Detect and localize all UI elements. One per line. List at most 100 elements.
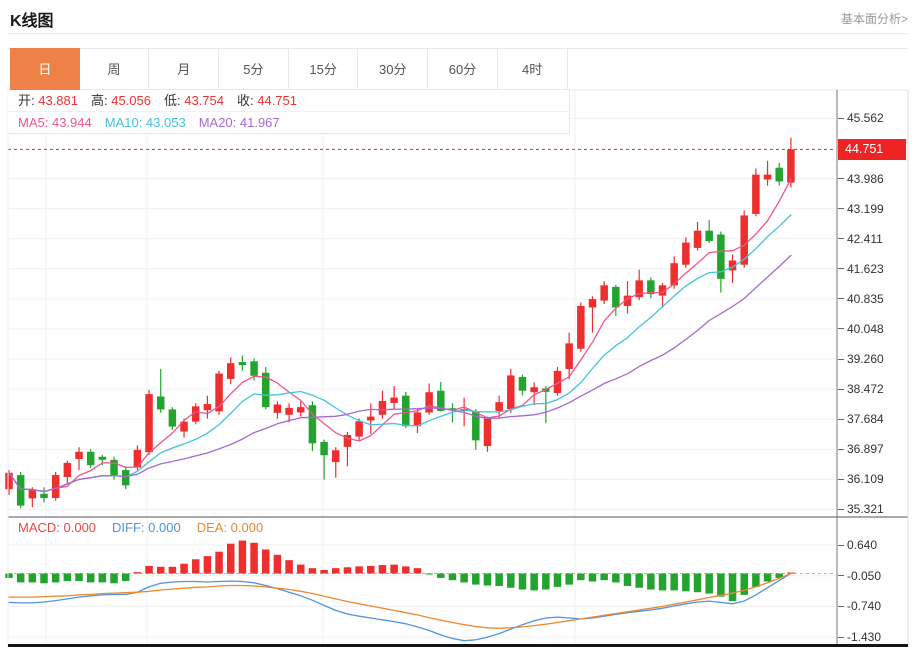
macd-bar [98, 573, 107, 583]
macd-bar [600, 573, 608, 581]
macd-bar [285, 560, 293, 574]
info-item: 开: 43.881 [18, 93, 78, 108]
macd-bar [577, 573, 585, 581]
candle-body [705, 230, 713, 242]
tab-5分[interactable]: 5分 [219, 48, 289, 90]
candle-body [121, 470, 130, 486]
tab-日[interactable]: 日 [10, 48, 80, 90]
candle-body [390, 397, 398, 403]
macd-bar [518, 573, 527, 590]
candle-body [297, 407, 305, 413]
candle-body [378, 401, 387, 415]
price-tick-label: 43.986 [838, 171, 912, 187]
candle-body [98, 456, 107, 460]
info-item: MA10: 43.053 [104, 115, 186, 130]
candle-body [5, 472, 13, 490]
candle-body [273, 404, 282, 413]
macd-bar [40, 573, 48, 584]
macd-bar [226, 543, 235, 574]
macd-bar [553, 573, 562, 587]
tab-30分[interactable]: 30分 [358, 48, 429, 90]
candle-body [226, 363, 235, 379]
candle-body [355, 421, 363, 437]
price-tick-label: 38.472 [838, 381, 912, 397]
macd-bar [460, 573, 468, 583]
macd-bar [308, 568, 317, 574]
candle-body [28, 489, 37, 499]
candle-body [40, 493, 48, 498]
candle-body [402, 395, 410, 427]
candle-body [717, 234, 725, 279]
candle-body [261, 372, 270, 408]
macd-bar [191, 559, 200, 574]
current-price-badge: 44.751 [838, 138, 906, 160]
macd-bar [63, 573, 72, 582]
macd-bar [238, 540, 247, 574]
tab-60分[interactable]: 60分 [428, 48, 498, 90]
candle-body [472, 411, 480, 441]
candle-body [600, 285, 608, 301]
price-tick-label: 39.260 [838, 351, 912, 367]
macd-bar [133, 572, 142, 574]
ma-row: MA5: 43.944 MA10: 43.053 MA20: 41.967 [8, 112, 569, 134]
candle-body [63, 462, 72, 477]
macd-bar [472, 573, 480, 585]
candle-body [343, 434, 352, 447]
macd-bar [437, 573, 445, 578]
candle-body [133, 449, 142, 468]
info-item: 低: 43.754 [164, 93, 224, 108]
macd-bar [273, 554, 282, 574]
page-title: K线图 [10, 13, 54, 30]
tab-周[interactable]: 周 [79, 48, 150, 90]
candle-body [250, 361, 258, 376]
macd-bar [717, 573, 725, 597]
candle-body [215, 373, 223, 412]
price-tick-label: 45.562 [838, 110, 912, 126]
macd-bar [530, 573, 538, 591]
candle-body [168, 409, 177, 427]
tab-月[interactable]: 月 [149, 48, 220, 90]
candle-body [495, 402, 503, 411]
candle-body [86, 451, 95, 466]
macd-bar [355, 566, 363, 574]
candle-body [507, 375, 515, 410]
macd-bar [448, 573, 457, 581]
macd-bar [682, 573, 690, 592]
candle-body [332, 450, 340, 463]
macd-bar [156, 566, 165, 574]
macd-bar [413, 568, 422, 574]
candle-body [437, 390, 445, 411]
panel-bottom-bar [8, 644, 908, 647]
macd-bar [565, 573, 573, 585]
fundamental-analysis-link[interactable]: 基本面分析> [840, 12, 908, 26]
macd-bar [145, 565, 153, 574]
macd-bar [343, 567, 352, 574]
period-tab-bar: 日周月 5分 15分 30分 60分 4时 [10, 48, 568, 90]
candle-body [16, 475, 25, 506]
info-item: MA20: 41.967 [198, 115, 280, 130]
candle-body [588, 299, 597, 308]
candle-body [483, 418, 492, 447]
macd-bar [261, 549, 270, 574]
macd-bar [752, 573, 760, 587]
macd-bar [635, 573, 643, 588]
candle-body [180, 421, 188, 432]
diff-line [8, 572, 792, 642]
price-tick-label: 42.411 [838, 231, 912, 247]
info-item: MACD: 0.000 [18, 520, 97, 535]
candle-body [203, 404, 212, 411]
macd-bar [75, 573, 83, 582]
macd-bar [425, 573, 433, 575]
ohlc-ma-info-box: 开: 43.881 高: 45.056 低: 43.754 收: 44.751 MA5… [8, 90, 570, 134]
candle-body [191, 406, 200, 422]
macd-bar [402, 566, 410, 574]
tab-15分[interactable]: 15分 [288, 48, 359, 90]
macd-tick-label: 0.640 [838, 537, 912, 553]
candle-body [623, 295, 632, 306]
macd-bar [658, 573, 667, 591]
candle-body [635, 280, 643, 298]
tab-4时[interactable]: 4时 [497, 48, 568, 90]
info-item: MA5: 43.944 [18, 115, 92, 130]
price-tick-label: 37.684 [838, 411, 912, 427]
